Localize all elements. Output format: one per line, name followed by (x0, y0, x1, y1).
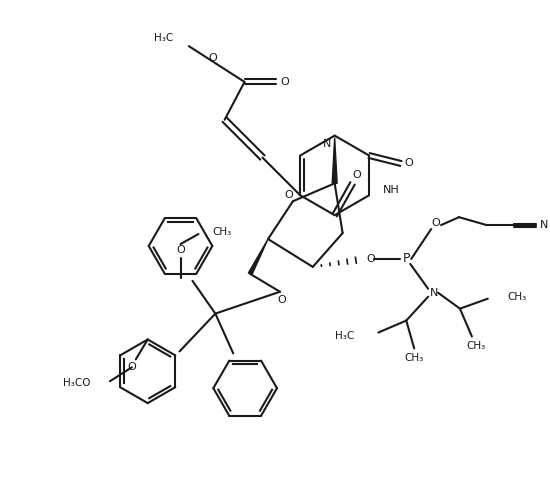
Text: H₃C: H₃C (153, 33, 173, 43)
Text: H₃C: H₃C (336, 332, 355, 341)
Text: O: O (128, 362, 136, 372)
Text: NH: NH (383, 185, 400, 195)
Text: O: O (352, 170, 361, 181)
Text: O: O (432, 218, 441, 228)
Text: CH₃: CH₃ (466, 341, 486, 351)
Text: H₃CO: H₃CO (63, 378, 90, 388)
Text: O: O (284, 190, 293, 200)
Text: O: O (176, 245, 185, 255)
Text: O: O (280, 77, 289, 87)
Text: O: O (404, 158, 413, 168)
Text: N: N (540, 220, 549, 230)
Text: P: P (403, 252, 410, 265)
Text: N: N (322, 139, 331, 149)
Text: CH₃: CH₃ (212, 227, 232, 237)
Text: O: O (366, 254, 375, 264)
Text: CH₃: CH₃ (405, 353, 424, 364)
Text: N: N (430, 288, 438, 298)
Text: O: O (278, 295, 287, 305)
Polygon shape (249, 239, 268, 275)
Polygon shape (332, 138, 337, 184)
Text: O: O (208, 53, 217, 63)
Text: CH₃: CH₃ (508, 292, 527, 302)
